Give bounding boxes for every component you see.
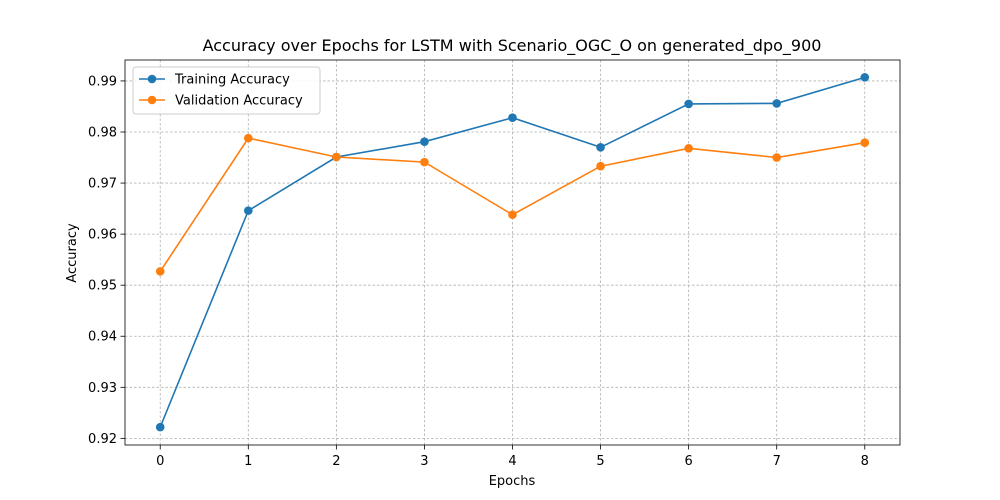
validation-accuracy-point — [684, 144, 693, 153]
x-tick-label: 5 — [596, 454, 604, 469]
y-tick-label: 0.97 — [88, 177, 117, 192]
training-accuracy-point — [596, 143, 605, 152]
training-accuracy-legend-label: Training Accuracy — [174, 73, 290, 88]
x-tick-label: 4 — [508, 454, 516, 469]
training-accuracy-legend-marker — [147, 74, 157, 84]
legend: Training Accuracy Validation Accuracy — [132, 66, 321, 115]
validation-accuracy-point — [860, 138, 870, 148]
x-tick-label: 8 — [861, 454, 869, 469]
validation-accuracy-point — [508, 210, 517, 220]
y-tick-label: 0.92 — [88, 432, 117, 447]
y-tick-label: 0.93 — [88, 381, 117, 396]
x-tick-label: 1 — [244, 454, 252, 469]
y-axis-label: Accuracy — [65, 223, 80, 283]
training-accuracy-point — [772, 99, 782, 108]
validation-accuracy-point — [420, 157, 429, 167]
x-tick-label: 6 — [684, 454, 692, 469]
x-tick-label: 7 — [773, 454, 781, 469]
axes: 0 1 2 3 4 5 6 7 8 0.92 0.93 0.94 0.95 0.96 0.97 0.98 0.9… — [88, 59, 901, 469]
training-accuracy-point — [508, 113, 517, 122]
y-tick-label: 0.95 — [88, 279, 117, 294]
training-accuracy-point — [860, 73, 870, 82]
y-tick-label: 0.98 — [88, 125, 117, 140]
x-tick-label: 0 — [156, 454, 164, 469]
x-axis-label: Epochs — [489, 474, 536, 489]
validation-accuracy-point — [243, 133, 253, 143]
y-tick-label: 0.96 — [88, 228, 117, 243]
grid — [125, 60, 900, 445]
y-tick-label: 0.99 — [88, 74, 117, 89]
validation-accuracy-legend-marker — [147, 95, 157, 105]
training-accuracy-point — [243, 206, 253, 215]
legend-box — [132, 66, 321, 115]
validation-accuracy-point — [155, 267, 165, 276]
training-accuracy-point — [420, 137, 429, 146]
validation-accuracy-point — [772, 153, 782, 162]
validation-accuracy-legend-label: Validation Accuracy — [175, 94, 303, 109]
series-layer — [155, 73, 870, 432]
chart-title: Accuracy over Epochs for LSTM with Scena… — [203, 36, 822, 56]
validation-accuracy-point — [332, 152, 341, 162]
plot-frame — [124, 59, 901, 446]
x-tick-label: 3 — [420, 454, 428, 469]
validation-accuracy-point — [596, 161, 605, 171]
x-tick-label: 2 — [332, 454, 340, 469]
training-accuracy-point — [155, 422, 165, 432]
y-tick-label: 0.94 — [88, 330, 117, 345]
training-accuracy-point — [684, 99, 693, 109]
